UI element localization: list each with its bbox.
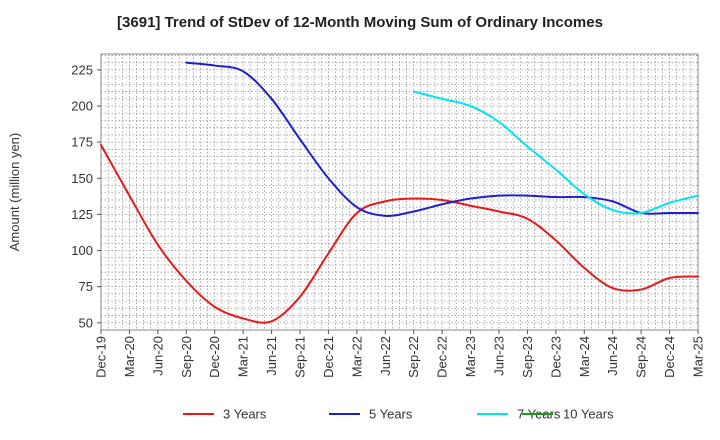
- series-layer: [100, 61, 699, 324]
- y-tick-label: 200: [71, 99, 93, 114]
- series-line-5-years: [185, 61, 699, 217]
- x-tick-label: Sep-20: [179, 336, 194, 378]
- y-tick-label: 125: [71, 207, 93, 222]
- y-axis-label: Amount (million yen): [7, 133, 22, 252]
- x-tick-label: Jun-20: [150, 336, 165, 376]
- x-tick-label: Dec-24: [662, 336, 677, 378]
- axis-layer: 50 75 100 125 150 175 200 225 Dec-19 Mar-20 Jun-20…: [71, 62, 705, 378]
- x-tick-label: Mar-20: [122, 336, 137, 377]
- x-tick-label: Jun-22: [378, 336, 393, 376]
- series-line-7-years: [412, 90, 699, 215]
- x-tick-label: Dec-20: [207, 336, 222, 378]
- x-tick-label: Sep-23: [520, 336, 535, 378]
- y-tick-label: 150: [71, 171, 93, 186]
- y-tick-label: 75: [79, 279, 93, 294]
- y-tick-label: 225: [71, 62, 93, 77]
- grid-layer: [100, 53, 699, 331]
- x-tick-label: Dec-23: [548, 336, 563, 378]
- x-tick-label: Dec-19: [94, 336, 109, 378]
- legend: 3 Years 5 Years 7 Years 10 Years: [183, 407, 614, 422]
- x-tick-label: Mar-25: [691, 336, 706, 377]
- y-tick-label: 50: [79, 315, 93, 330]
- series-line-3-years: [100, 144, 699, 324]
- x-tick-label: Mar-23: [463, 336, 478, 377]
- x-tick-label: Sep-22: [406, 336, 421, 378]
- y-tick-label: 175: [71, 135, 93, 150]
- x-tick-label: Jun-23: [492, 336, 507, 376]
- x-tick-label: Mar-21: [236, 336, 251, 377]
- x-tick-label: Sep-24: [634, 336, 649, 378]
- legend-label-10-years: 10 Years: [563, 407, 614, 422]
- legend-label-5-years: 5 Years: [369, 407, 413, 422]
- x-tick-label: Jun-24: [605, 336, 620, 376]
- x-tick-label: Jun-21: [264, 336, 279, 376]
- y-tick-label: 100: [71, 243, 93, 258]
- x-tick-label: Sep-21: [293, 336, 308, 378]
- chart-title: [3691] Trend of StDev of 12-Month Moving…: [117, 14, 603, 31]
- x-tick-label: Dec-22: [435, 336, 450, 378]
- x-tick-label: Mar-24: [577, 336, 592, 377]
- legend-label-3-years: 3 Years: [223, 407, 267, 422]
- x-tick-label: Mar-22: [349, 336, 364, 377]
- x-tick-label: Dec-21: [321, 336, 336, 378]
